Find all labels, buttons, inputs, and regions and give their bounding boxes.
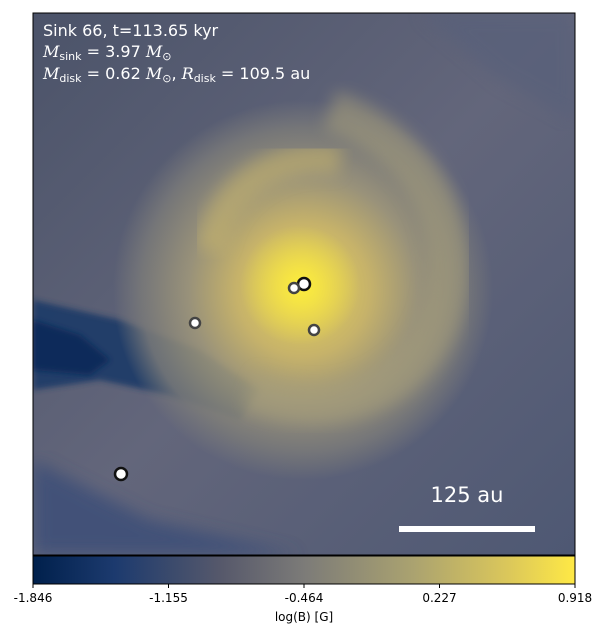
colorbar-label: log(B) [G] [274, 610, 334, 624]
msun-sub-1: ⊙ [162, 50, 172, 63]
colorbar-tick-4: 0.918 [557, 591, 593, 605]
equals-sign-1: = [86, 42, 101, 61]
msink-symbol: M [43, 42, 60, 61]
sink-title: Sink 66, t=113.65 kyr [43, 21, 219, 40]
disk-line: Mdisk = 0.62 M⊙, Rdisk = 109.5 au [43, 63, 310, 89]
comma: , [171, 64, 177, 83]
colorbar-tick-3: 0.227 [422, 591, 457, 605]
rdisk-value: 109.5 [239, 64, 286, 83]
mdisk-sub: disk [59, 72, 82, 85]
rdisk-symbol: R [181, 64, 194, 83]
field-map [33, 13, 575, 555]
sink-lower-left [113, 466, 129, 482]
equals-sign-2: = [86, 64, 101, 83]
msun-symbol-1: M [145, 42, 163, 61]
sink-left [188, 316, 202, 330]
colorbar-tick-2: -0.464 [284, 591, 324, 605]
sink-mass-line: Msink = 3.97 M⊙ [43, 41, 171, 67]
msink-sub: sink [59, 50, 82, 63]
equals-sign-3: = [220, 64, 235, 83]
colorbar-tick-0: -1.846 [13, 591, 53, 605]
msun-symbol-2: M [145, 64, 163, 83]
sink-central-b [287, 281, 301, 295]
sink-right [307, 323, 321, 337]
colorbar-tick-1: -1.155 [149, 591, 188, 605]
scale-bar-label: 125 au [430, 483, 504, 507]
scale-bar [399, 526, 535, 532]
rdisk-sub: disk [193, 72, 216, 85]
msun-sub-2: ⊙ [162, 72, 172, 85]
mdisk-value: 0.62 [105, 64, 141, 83]
mdisk-symbol: M [43, 64, 60, 83]
au-unit: au [290, 64, 311, 83]
colorbar [32, 555, 576, 585]
msink-value: 3.97 [105, 42, 141, 61]
colorbar-ticks [32, 584, 576, 588]
